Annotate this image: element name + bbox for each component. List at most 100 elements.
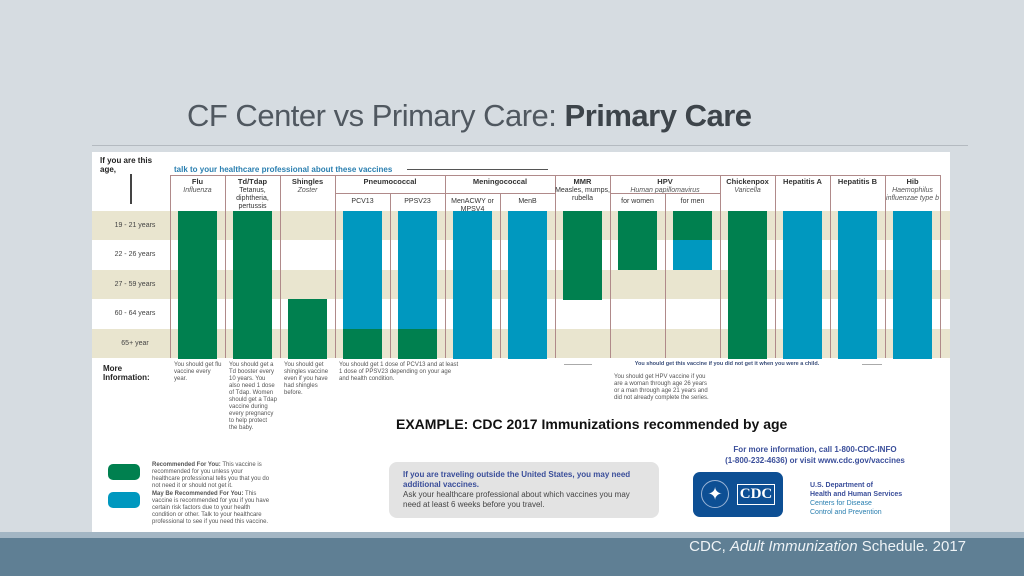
vaccine-name: MenB <box>518 198 537 205</box>
footer-bar <box>0 532 1024 576</box>
vaccine-group-header: Pneumococcal <box>335 178 445 187</box>
vaccine-header: Td/Tdap Tetanus, diphtheria, pertussis <box>225 178 280 211</box>
recommended-bar <box>398 328 437 359</box>
may-be-recommended-bar <box>343 299 382 330</box>
vaccine-name: Td/Tdap <box>237 177 268 186</box>
right-arrow-icon <box>407 169 548 170</box>
hhs-line-2: Health and Human Services <box>810 491 903 498</box>
vaccine-header: for men <box>665 198 720 206</box>
hhs-eagle-icon: ✦ <box>701 480 729 508</box>
vaccine-name: Hepatitis A <box>783 177 822 186</box>
schedule-grid: 19 - 21 years 22 - 26 years 27 - 59 years 6… <box>92 152 950 532</box>
column-divider <box>720 175 721 358</box>
vaccine-description: Haemophilus influenzae type b <box>886 187 939 202</box>
column-divider <box>940 175 941 358</box>
recommended-bar <box>178 269 217 300</box>
column-divider <box>555 175 556 358</box>
vaccine-name: Shingles <box>291 177 324 186</box>
vaccine-header: MMR Measles, mumps, rubella <box>555 178 610 203</box>
age-label: 19 - 21 years <box>114 222 156 229</box>
vaccine-name: for men <box>680 198 705 205</box>
group-sublabel: Human papillomavirus <box>630 187 700 194</box>
recommended-bar <box>233 211 272 241</box>
slide-title: CF Center vs Primary Care: Primary Care <box>187 98 752 134</box>
title-bold: Primary Care <box>564 98 753 133</box>
column-divider <box>335 175 336 358</box>
age-label: 65+ year <box>121 339 149 347</box>
may-be-recommended-bar <box>508 328 547 359</box>
may-be-recommended-bar <box>453 269 492 300</box>
may-be-recommended-bar <box>453 240 492 271</box>
column-divider <box>610 175 611 358</box>
travel-text: Ask your healthcare professional about w… <box>403 490 630 509</box>
may-be-recommended-bar <box>508 240 547 271</box>
contact-line-1: For more information, call 1-800-CDC-INF… <box>733 445 897 454</box>
age-label: 27 - 59 years <box>114 280 156 288</box>
vaccine-name: MenACWY or MPSV4 <box>451 198 494 213</box>
vaccine-name: Chickenpox <box>726 177 769 186</box>
legend-recommended-text: This vaccine is recommended for you unle… <box>152 462 270 489</box>
recommended-bar <box>178 328 217 359</box>
citation: CDC, Adult Immunization Schedule. 2017 <box>689 538 966 555</box>
down-arrow-icon <box>130 174 132 204</box>
vaccine-header: Flu Influenza <box>170 178 225 195</box>
vaccine-description: Tetanus, diphtheria, pertussis <box>236 187 269 210</box>
hpv-note: You should get HPV vaccine if you are a … <box>614 374 709 401</box>
may-be-recommended-bar <box>343 269 382 300</box>
contact-line-2: (1-800-232-4636) or visit www.cdc.gov/va… <box>725 456 905 465</box>
travel-bold: If you are traveling outside the United … <box>403 470 631 489</box>
recommended-bar <box>233 269 272 300</box>
citation-suffix: Schedule. 2017 <box>857 538 966 555</box>
may-be-recommended-bar <box>838 328 877 359</box>
recommended-bar <box>728 240 767 271</box>
group-label: Meningococcal <box>472 177 528 186</box>
vaccine-description: Measles, mumps, rubella <box>555 187 610 202</box>
cdc-line-1: Centers for Disease <box>810 500 872 507</box>
may-be-recommended-bar <box>783 269 822 300</box>
vaccine-group-header: HPV Human papillomavirus <box>610 178 720 195</box>
column-divider <box>390 193 391 358</box>
recommended-bar <box>233 299 272 330</box>
vaccine-header: Hepatitis A <box>775 178 830 187</box>
may-be-recommended-bar <box>783 240 822 271</box>
may-be-recommended-bar <box>893 240 932 271</box>
group-label: Pneumococcal <box>363 177 417 186</box>
legend-may-be-recommended-swatch <box>108 492 140 508</box>
may-be-recommended-bar <box>508 299 547 330</box>
hhs-cdc-logo: ✦ CDC <box>693 472 783 517</box>
hhs-line-1: U.S. Department of <box>810 482 874 489</box>
age-label: 60 - 64 years <box>114 310 156 318</box>
legend-recommended-swatch <box>108 464 140 480</box>
vaccine-header: for women <box>610 198 665 206</box>
vaccine-name: MMR <box>573 177 592 186</box>
recommended-bar <box>288 299 327 330</box>
recommended-bar <box>673 211 712 241</box>
recommended-bar <box>728 299 767 330</box>
vaccine-header: PCV13 <box>335 198 390 206</box>
vaccine-name: Hepatitis B <box>837 177 878 186</box>
citation-italic: Adult Immunization <box>730 538 858 555</box>
recommended-bar <box>618 240 657 271</box>
age-header: If you are this age, <box>100 156 153 174</box>
recommended-bar <box>233 328 272 359</box>
travel-box: If you are traveling outside the United … <box>389 462 659 518</box>
may-be-recommended-bar <box>838 211 877 241</box>
may-be-recommended-bar <box>783 299 822 330</box>
column-divider <box>445 175 446 358</box>
may-be-recommended-bar <box>508 269 547 300</box>
vaccine-name: PCV13 <box>351 198 374 205</box>
may-be-recommended-bar <box>838 299 877 330</box>
citation-prefix: CDC, <box>689 538 731 555</box>
recommended-bar <box>728 328 767 359</box>
vaccine-description: Varicella <box>734 187 761 194</box>
vaccine-name: Flu <box>191 177 204 186</box>
may-be-recommended-bar <box>783 211 822 241</box>
column-divider <box>830 175 831 358</box>
may-be-recommended-bar <box>508 211 547 241</box>
recommended-bar <box>563 240 602 271</box>
example-caption: EXAMPLE: CDC 2017 Immunizations recommen… <box>396 416 788 432</box>
may-be-recommended-bar <box>453 211 492 241</box>
age-label: 22 - 26 years <box>114 251 156 259</box>
vaccine-header: Hib Haemophilus influenzae type b <box>885 178 940 203</box>
title-plain: CF Center vs Primary Care: <box>187 98 565 133</box>
